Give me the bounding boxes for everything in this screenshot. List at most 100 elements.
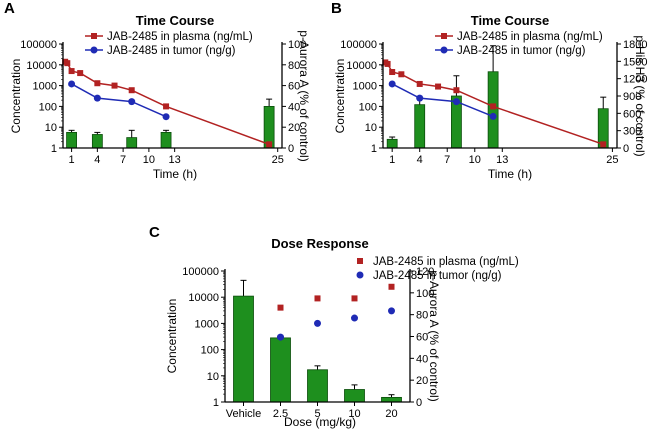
plasma-point [77, 70, 84, 77]
x-tick-label: 25 [606, 154, 618, 166]
x-axis-label: Time (h) [153, 167, 197, 181]
legend-tumor-marker [440, 46, 448, 54]
legend-plasma-marker [357, 258, 363, 264]
tumor-point [388, 307, 395, 315]
tumor-line [71, 83, 167, 118]
plasma-point [266, 141, 273, 148]
right-tick-label: 40 [288, 101, 300, 113]
left-axis-label: Concentration [165, 299, 179, 374]
bar [414, 104, 426, 149]
plasma-point [416, 80, 423, 87]
right-axis-label: p-Aurora A (% of control) [297, 30, 311, 161]
panel-letter: B [331, 0, 342, 17]
tumor-point [93, 94, 101, 102]
right-tick-label: 100 [416, 288, 434, 300]
tumor-point [452, 98, 460, 106]
right-tick-label: 900 [623, 91, 641, 103]
legend-plasma-marker [91, 33, 97, 39]
plasma-point [453, 87, 460, 94]
x-tick-label: 4 [417, 154, 423, 166]
x-tick-label: 20 [385, 408, 397, 420]
bar [270, 337, 291, 403]
right-tick-label: 60 [416, 332, 428, 344]
right-tick-label: 120 [416, 266, 434, 278]
left-tick-label: 10 [207, 371, 219, 383]
legend-tumor-label: JAB-2485 in tumor (ng/g) [373, 270, 502, 282]
right-tick-label: 80 [416, 310, 428, 322]
bar [91, 134, 103, 149]
left-axis-label: Concentration [9, 59, 23, 134]
plasma-point [389, 69, 396, 76]
left-tick-label: 10000 [26, 60, 57, 72]
plasma-point [384, 60, 391, 67]
tumor-point [68, 80, 76, 88]
plasma-point [490, 103, 497, 110]
left-tick-label: 10000 [188, 292, 219, 304]
x-tick-label: 5 [314, 408, 320, 420]
right-tick-label: 100 [288, 39, 306, 51]
left-tick-label: 100 [39, 101, 57, 113]
left-axis-label: Concentration [333, 59, 347, 134]
left-tick-label: 100 [359, 101, 377, 113]
plasma-point [600, 141, 607, 148]
right-tick-label: 20 [288, 122, 300, 134]
left-tick-label: 1000 [33, 81, 57, 93]
right-tick-label: 1800 [623, 39, 647, 51]
bar [487, 71, 499, 149]
x-tick-label: Vehicle [226, 408, 261, 420]
tumor-point [128, 98, 136, 106]
plasma-point [398, 71, 405, 78]
bar [233, 295, 254, 403]
plasma-point [314, 295, 321, 302]
plasma-point [68, 68, 75, 75]
right-tick-label: 0 [416, 397, 422, 409]
right-tick-label: 1200 [623, 74, 647, 86]
x-tick-label: 2.5 [273, 408, 288, 420]
legend-tumor-label: JAB-2485 in tumor (ng/g) [107, 45, 236, 57]
tumor-point [416, 94, 424, 102]
left-tick-label: 100000 [340, 39, 377, 51]
tumor-point [314, 319, 321, 327]
x-tick-label: 4 [94, 154, 100, 166]
tumor-point [489, 112, 497, 120]
chart-title: Time Course [136, 13, 215, 28]
panel-letter: A [4, 0, 15, 17]
left-tick-label: 10 [365, 122, 377, 134]
tumor-point [162, 113, 170, 121]
left-tick-label: 100 [201, 345, 219, 357]
right-tick-label: 600 [623, 108, 641, 120]
bar [344, 389, 365, 403]
plasma-point [94, 80, 101, 87]
plasma-point [163, 103, 170, 110]
x-tick-label: 7 [444, 154, 450, 166]
plasma-point [388, 283, 395, 290]
right-tick-label: 0 [623, 143, 629, 155]
left-tick-label: 1 [51, 143, 57, 155]
bar [126, 137, 138, 149]
tumor-line [391, 83, 494, 118]
left-tick-label: 1 [371, 143, 377, 155]
chart-title: Dose Response [271, 236, 369, 251]
chart-title: Time Course [471, 13, 550, 28]
legend-plasma-label: JAB-2485 in plasma (ng/mL) [107, 31, 253, 43]
x-tick-label: 13 [169, 154, 181, 166]
x-tick-label: 7 [120, 154, 126, 166]
tumor-point [388, 80, 396, 88]
left-tick-label: 100000 [182, 266, 219, 278]
x-axis-label: Time (h) [488, 167, 532, 181]
x-tick-label: 10 [469, 154, 481, 166]
bar [386, 138, 398, 149]
right-tick-label: 40 [416, 353, 428, 365]
x-tick-label: 1 [69, 154, 75, 166]
x-tick-label: 13 [496, 154, 508, 166]
right-tick-label: 60 [288, 81, 300, 93]
right-tick-label: 20 [416, 375, 428, 387]
legend-plasma-label: JAB-2485 in plasma (ng/mL) [373, 256, 519, 268]
right-axis-label: p-His H3 (% of control) [633, 35, 647, 156]
left-tick-label: 10000 [346, 60, 377, 72]
plasma-point [277, 304, 284, 311]
x-tick-label: 10 [348, 408, 360, 420]
plasma-point [111, 82, 118, 89]
right-tick-label: 1500 [623, 56, 647, 68]
